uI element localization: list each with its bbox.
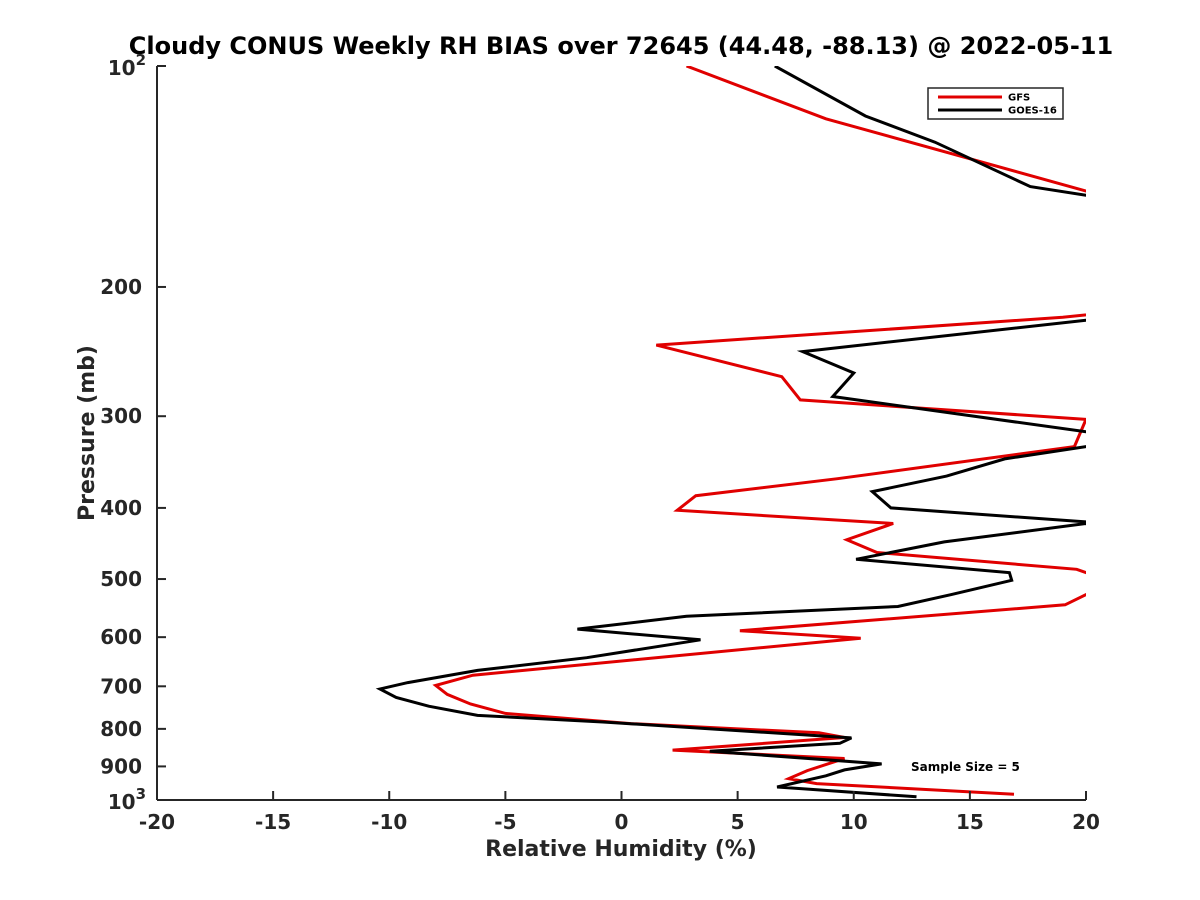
y-tick-label: 400 <box>100 496 142 520</box>
x-tick-label: -5 <box>494 810 516 834</box>
y-tick-label: 102 <box>108 51 146 80</box>
y-tick-label: 800 <box>100 717 142 741</box>
y-tick-label: 700 <box>100 674 142 698</box>
x-tick-label: -20 <box>139 810 175 834</box>
chart-title: Cloudy CONUS Weekly RH BIAS over 72645 (… <box>129 32 1113 60</box>
legend-label: GFS <box>1008 93 1030 104</box>
y-tick-label: 900 <box>100 754 142 778</box>
x-tick-label: 0 <box>615 810 629 834</box>
x-tick-label: 10 <box>840 810 868 834</box>
series-layer <box>375 66 1086 799</box>
series-line-gfs <box>432 66 1086 796</box>
legend-box <box>927 87 1064 120</box>
x-tick-label: -10 <box>371 810 407 834</box>
series-line-goes-16 <box>375 66 1086 799</box>
x-tick-label: 5 <box>731 810 745 834</box>
x-tick-label: -15 <box>255 810 291 834</box>
x-axis-title: Relative Humidity (%) <box>485 837 757 862</box>
axes-layer: -20 -15 -10 -5 0 5 10 15 20 102 200 300 400 500 600 700… <box>100 51 1100 834</box>
legend-label: GOES-16 <box>1008 106 1057 117</box>
y-tick-label: 600 <box>100 625 142 649</box>
y-tick-label: 300 <box>100 404 142 428</box>
y-tick-label: 500 <box>100 567 142 591</box>
x-tick-label: 20 <box>1072 810 1100 834</box>
y-tick-label: 200 <box>100 275 142 299</box>
y-axis-title: Pressure (mb) <box>75 345 100 521</box>
x-tick-label: 15 <box>956 810 984 834</box>
sample-size-annotation: Sample Size = 5 <box>911 760 1020 774</box>
legend: GFS GOES-16 <box>927 87 1064 120</box>
